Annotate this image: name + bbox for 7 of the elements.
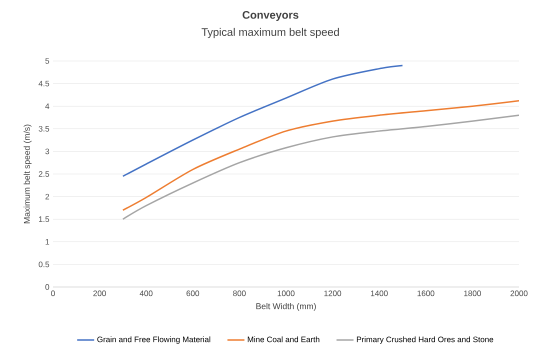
line-series (122, 114, 520, 220)
chart-title: Conveyors (242, 11, 298, 21)
y-axis-title: Maximum belt speed (m/s) (24, 124, 32, 224)
line-series (122, 64, 404, 178)
line-series (122, 100, 520, 211)
x-axis-title: Belt Width (mm) (256, 302, 316, 311)
chart-subtitle: Typical maximum belt speed (202, 28, 339, 38)
